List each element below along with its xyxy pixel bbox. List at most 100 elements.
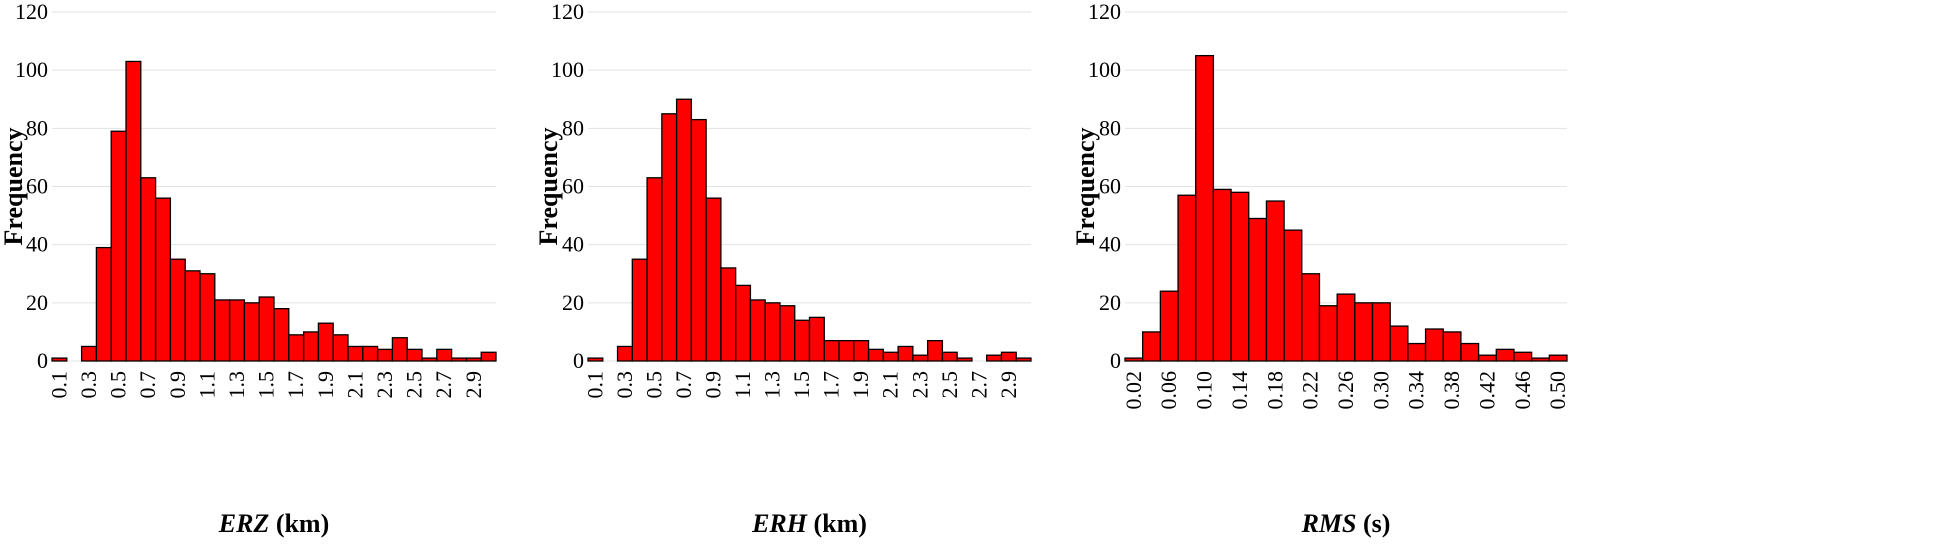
x-tick-label: 0.02 xyxy=(1121,371,1146,410)
histogram-bar xyxy=(110,130,127,362)
histogram-bar xyxy=(288,334,305,362)
y-tick-label: 60 xyxy=(562,174,584,199)
y-tick-label: 80 xyxy=(26,115,48,140)
histogram-bar xyxy=(794,319,811,362)
histogram-bar xyxy=(1177,194,1197,362)
x-tick-label: 1.7 xyxy=(283,371,308,399)
x-tick-label: 2.5 xyxy=(402,371,427,399)
y-tick-label: 20 xyxy=(26,290,48,315)
histogram-bar xyxy=(675,98,693,362)
histogram-bar xyxy=(125,60,142,362)
histogram-bar xyxy=(1230,191,1250,362)
histogram-bar xyxy=(421,357,438,362)
histogram-bar xyxy=(1336,293,1356,362)
x-tick-label: 2.7 xyxy=(966,371,991,399)
histogram-bar xyxy=(1318,305,1338,362)
y-tick-label: 60 xyxy=(1099,174,1121,199)
x-tick-label: 0.7 xyxy=(671,371,696,399)
x-tick-label: 2.1 xyxy=(878,371,903,399)
histogram-bar xyxy=(436,348,453,362)
histogram-bar xyxy=(941,351,958,362)
x-tick-label: 2.9 xyxy=(996,371,1021,399)
histogram-bar xyxy=(199,273,216,362)
histogram-bar xyxy=(1424,328,1444,362)
histogram-bar xyxy=(228,299,246,362)
x-tick-label: 0.26 xyxy=(1333,371,1358,410)
x-tick-label: 0.1 xyxy=(582,371,607,399)
x-tick-label: 0.46 xyxy=(1510,371,1535,410)
y-tick-label: 40 xyxy=(562,232,584,257)
histogram-bar xyxy=(376,348,394,362)
x-tick-label: 2.9 xyxy=(461,371,486,399)
histogram-bar xyxy=(95,246,112,362)
histogram-bar xyxy=(926,339,944,362)
histogram-bar xyxy=(587,357,604,362)
y-tick-label: 40 xyxy=(26,232,48,257)
histogram-bar xyxy=(897,345,914,362)
x-tick-label: 0.38 xyxy=(1439,371,1464,410)
histogram-bar xyxy=(1477,354,1497,362)
histogram-bar xyxy=(1371,302,1391,362)
histogram-bar xyxy=(705,197,722,362)
x-tick-label: 0.22 xyxy=(1298,371,1323,410)
x-tick-label: 1.1 xyxy=(194,371,219,399)
histogram-bar xyxy=(912,354,929,362)
y-axis-label: Frequency xyxy=(0,128,28,246)
histogram-bar xyxy=(80,345,98,362)
x-tick-label: 0.5 xyxy=(641,371,666,399)
x-tick-label: 0.50 xyxy=(1545,371,1570,410)
histogram-bar xyxy=(450,357,468,362)
x-axis-label: ERH (km) xyxy=(751,509,867,538)
histogram-bar xyxy=(867,348,884,362)
x-tick-label: 1.5 xyxy=(789,371,814,399)
histogram-bar xyxy=(465,357,482,362)
x-tick-label: 2.1 xyxy=(342,371,367,399)
x-tick-label: 0.06 xyxy=(1156,371,1181,410)
histogram-bar xyxy=(661,113,678,362)
histogram-bar xyxy=(214,299,231,362)
histogram-bar xyxy=(1354,302,1374,362)
y-tick-label: 0 xyxy=(573,348,584,373)
histogram-bar xyxy=(735,284,752,362)
histogram-bar xyxy=(273,307,290,362)
histogram-bar xyxy=(690,118,707,362)
histogram-bar xyxy=(480,351,497,362)
histogram-bar xyxy=(1142,331,1162,362)
histogram-bar xyxy=(1124,357,1144,362)
histogram-bar xyxy=(184,270,201,362)
histogram-bar xyxy=(1212,188,1232,362)
histogram-bar xyxy=(154,197,172,362)
histogram-bar xyxy=(1283,229,1303,362)
y-tick-label: 100 xyxy=(551,57,584,82)
histogram-bar xyxy=(823,339,840,362)
histogram-bar xyxy=(1389,325,1409,362)
x-tick-label: 2.7 xyxy=(431,371,456,399)
histogram-bar xyxy=(646,177,663,362)
histogram-bar xyxy=(347,345,364,362)
y-tick-label: 120 xyxy=(15,0,48,24)
x-axis-variable: ERZ xyxy=(218,509,270,538)
x-tick-label: 2.3 xyxy=(372,371,397,399)
histogram-bar xyxy=(1407,342,1427,362)
y-tick-label: 0 xyxy=(1110,348,1121,373)
histogram-bar xyxy=(1265,200,1285,362)
histogram-bar xyxy=(720,267,737,362)
x-tick-label: 0.34 xyxy=(1404,371,1429,410)
x-tick-label: 0.14 xyxy=(1227,371,1252,410)
histogram-bar xyxy=(1460,342,1480,362)
histogram-bar xyxy=(1195,54,1215,362)
histogram-bar xyxy=(956,357,973,362)
histogram-bar xyxy=(1495,348,1515,362)
histogram-bar xyxy=(258,296,275,362)
histogram-bar xyxy=(1548,354,1568,362)
histogram-bar xyxy=(140,177,157,362)
y-tick-label: 80 xyxy=(562,115,584,140)
x-tick-label: 0.30 xyxy=(1368,371,1393,410)
histogram-bar xyxy=(1301,273,1321,362)
x-tick-label: 1.3 xyxy=(224,371,249,399)
x-tick-label: 0.9 xyxy=(701,371,726,399)
histogram-bar xyxy=(406,348,423,362)
